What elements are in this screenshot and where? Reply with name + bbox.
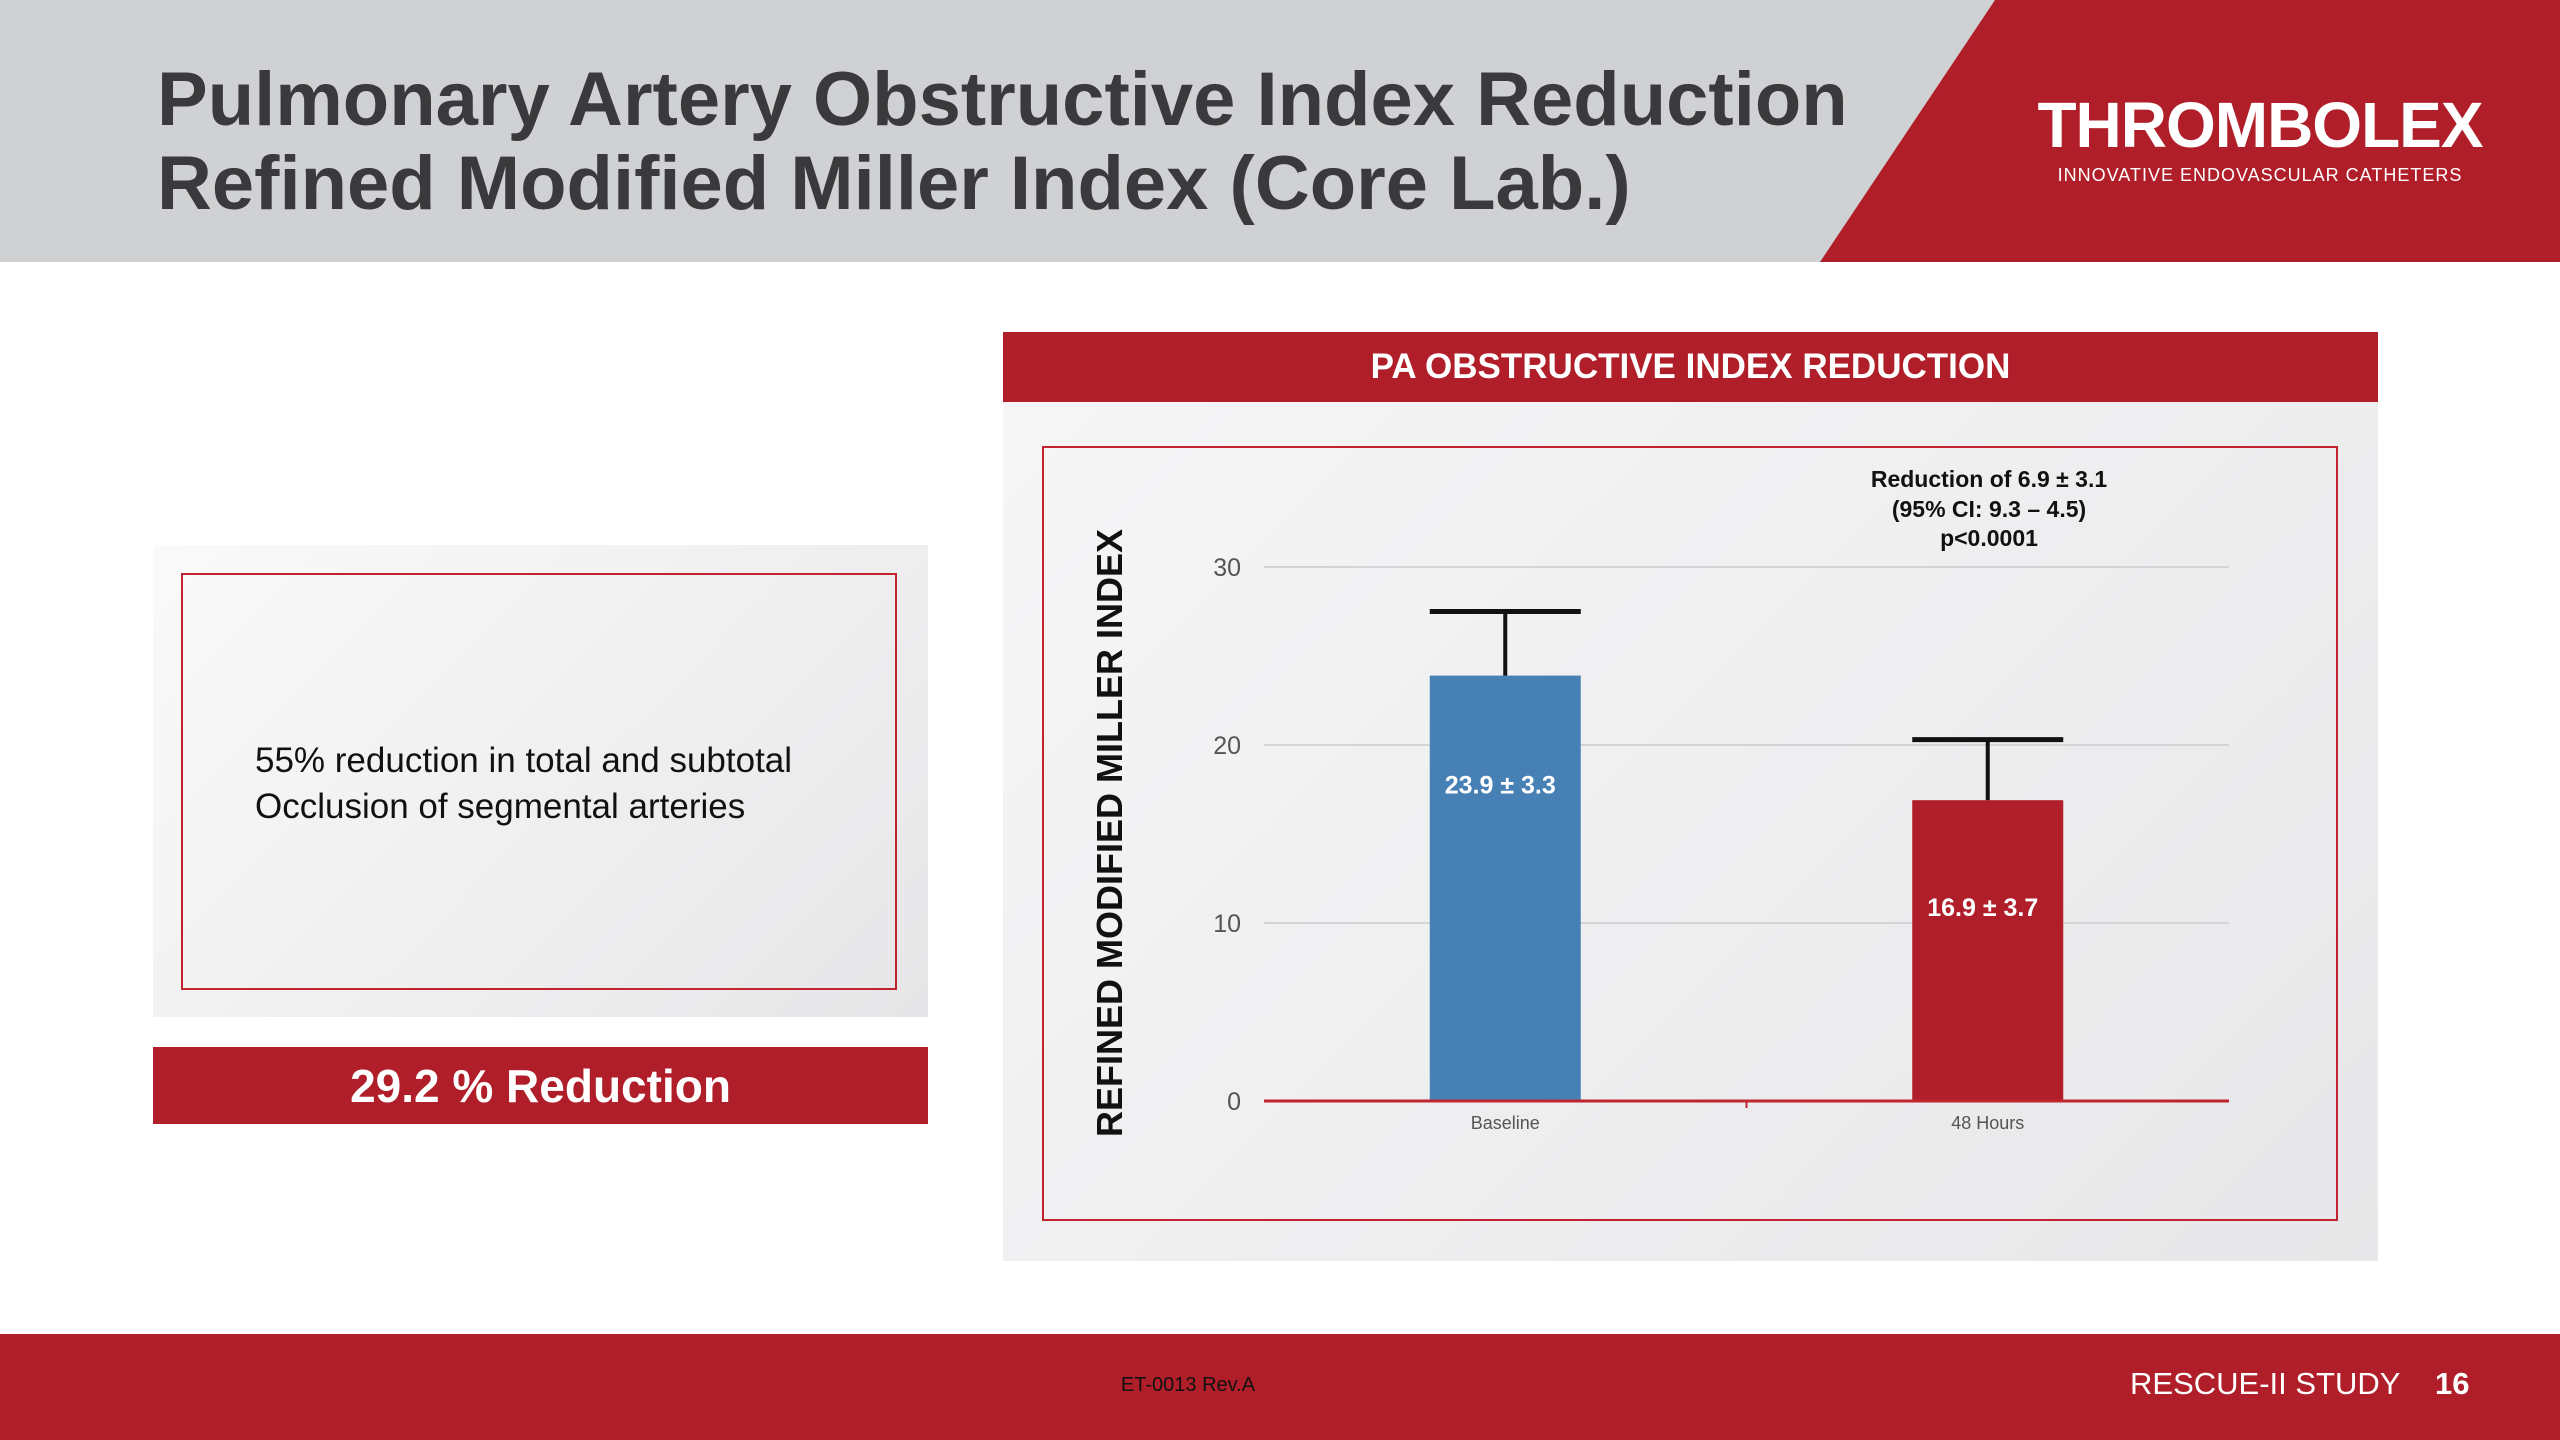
bar-value-label: 16.9 ± 3.7 [1927,894,2038,922]
chart-panel [1003,402,2378,1261]
summary-box [153,545,928,1017]
summary-box-border [181,573,897,990]
y-tick-label: 30 [1213,554,1241,582]
summary-text: 55% reduction in total and subtotal Occl… [255,738,792,830]
chart-title: PA OBSTRUCTIVE INDEX REDUCTION [1003,332,2378,402]
y-tick-label: 0 [1227,1088,1241,1116]
y-tick-label: 20 [1213,732,1241,760]
y-tick-label: 10 [1213,910,1241,938]
document-id: ET-0013 Rev.A [1120,1374,1256,1396]
slide-title-line2: Refined Modified Miller Index (Core Lab.… [157,141,1631,226]
thrombolex-logo: THROMBOLEX [2037,89,2483,161]
bar-value-label: 23.9 ± 3.3 [1445,772,1556,800]
page-number: 16 [2435,1366,2470,1401]
x-tick-label: Baseline [1471,1113,1540,1133]
chart-border [1042,446,2338,1221]
study-name: RESCUE-II STUDY [2130,1366,2401,1401]
x-tick-label: 48 Hours [1951,1113,2024,1133]
annotation-line1: Reduction of 6.9 ± 3.1 [1870,466,2108,492]
summary-line1: 55% reduction in total and subtotal [255,741,793,780]
logo-tagline: INNOVATIVE ENDOVASCULAR CATHETERS [2057,165,2463,185]
bar-48-hours [1912,800,2064,1101]
reduction-banner: 29.2 % Reduction [153,1047,928,1124]
bar-baseline [1429,675,1581,1101]
footer-bar [0,1334,2560,1440]
slide-title-line1: Pulmonary Artery Obstructive Index Reduc… [157,57,1848,142]
annotation-line3: p<0.0001 [1940,525,2038,551]
annotation-line2: (95% CI: 9.3 – 4.5) [1891,496,2087,522]
summary-line2: Occlusion of segmental arteries [255,787,746,826]
